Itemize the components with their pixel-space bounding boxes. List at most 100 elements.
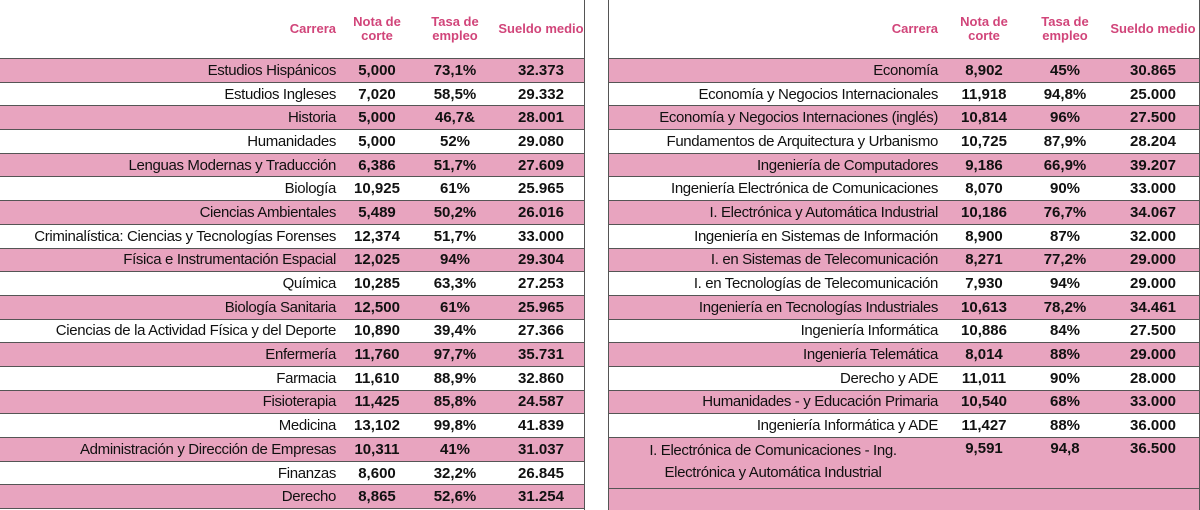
career-cell: Economía y Negocios Internaciones (inglé…: [608, 105, 944, 131]
average-salary-cell: 29.080: [498, 129, 584, 154]
average-salary-cell: 29.332: [498, 82, 584, 107]
table-row: Ciencias de la Actividad Física y del De…: [0, 319, 584, 344]
table-row: Fisioterapia 11,425 85,8% 24.587: [0, 390, 584, 415]
table-row: Biología 10,925 61% 25.965: [0, 176, 584, 202]
career-line-2: Electrónica y Automática Industrial: [664, 464, 882, 481]
cut-score-cell: 7,930: [944, 271, 1024, 296]
career-cell: Fisioterapia: [0, 390, 342, 415]
average-salary-cell: 27.253: [498, 271, 584, 296]
employment-rate-cell: 73,1%: [412, 58, 498, 83]
table-row: Economía y Negocios Internaciones (inglé…: [608, 105, 1200, 131]
employment-rate-cell: 68%: [1024, 390, 1106, 415]
employment-rate-cell: 52%: [412, 129, 498, 154]
career-cell: Ciencias de la Actividad Física y del De…: [0, 319, 342, 344]
header-employment-rate: Tasa de empleo: [1024, 0, 1106, 59]
cut-score-cell: 8,014: [944, 342, 1024, 367]
career-cell: Ingeniería Informática y ADE: [608, 413, 944, 438]
table-row: Ciencias Ambientales 5,489 50,2% 26.016: [0, 200, 584, 225]
career-cell: Ingeniería Electrónica de Comunicaciones: [608, 176, 944, 202]
career-cell: Química: [0, 271, 342, 296]
average-salary-cell: 34.067: [1106, 200, 1200, 225]
employment-rate-cell: 78,2%: [1024, 295, 1106, 320]
career-cell: Ingeniería Telemática: [608, 342, 944, 367]
table-row: Derecho y ADE 11,011 90% 28.000: [608, 366, 1200, 391]
career-cell: Economía: [608, 58, 944, 83]
cut-score-cell: 7,020: [342, 82, 412, 107]
career-cell: Criminalística: Ciencias y Tecnologías F…: [0, 224, 342, 249]
header-average-salary: Sueldo medio: [1106, 0, 1200, 59]
career-cell: Fundamentos de Arquitectura y Urbanismo: [608, 129, 944, 154]
average-salary-cell: 41.839: [498, 413, 584, 438]
header-row: Carrera Nota de corte Tasa de empleo Sue…: [608, 0, 1200, 59]
average-salary-cell: 39.207: [1106, 153, 1200, 178]
career-cell: Humanidades - y Educación Primaria: [608, 390, 944, 415]
cut-score-cell: 9,591: [944, 437, 1024, 489]
career-cell: Derecho y ADE: [608, 366, 944, 391]
career-cell: I. en Tecnologías de Telecomunicación: [608, 271, 944, 296]
employment-rate-cell: 51,7%: [412, 153, 498, 178]
table-row: I. Electrónica y Automática Industrial 10…: [608, 200, 1200, 225]
average-salary-cell: 36.000: [1106, 413, 1200, 438]
average-salary-cell: 36.500: [1106, 437, 1200, 489]
table-row: Medicina 13,102 99,8% 41.839: [0, 413, 584, 438]
table-row: I. en Tecnologías de Telecomunicación 7,9…: [608, 271, 1200, 296]
table-row: Economía y Negocios Internacionales 11,91…: [608, 82, 1200, 107]
cut-score-cell: 10,814: [944, 105, 1024, 131]
average-salary-cell: 32.373: [498, 58, 584, 83]
header-row: Carrera Nota de corte Tasa de empleo Sue…: [0, 0, 584, 59]
average-salary-cell: 32.860: [498, 366, 584, 391]
employment-rate-cell: 96%: [1024, 105, 1106, 131]
average-salary-cell: 25.000: [1106, 82, 1200, 107]
career-cell: Administración y Dirección de Empresas: [0, 437, 342, 462]
average-salary-cell: 29.000: [1106, 342, 1200, 367]
cut-score-cell: 6,386: [342, 153, 412, 178]
career-cell: Física e Instrumentación Espacial: [0, 248, 342, 273]
cut-score-cell: 11,011: [944, 366, 1024, 391]
header-career: Carrera: [0, 0, 342, 59]
employment-rate-cell: 88%: [1024, 342, 1106, 367]
table-row: Biología Sanitaria 12,500 61% 25.965: [0, 295, 584, 320]
table-row: Estudios Hispánicos 5,000 73,1% 32.373: [0, 58, 584, 83]
career-cell: Ingeniería en Tecnologías Industriales: [608, 295, 944, 320]
career-cell: Biología: [0, 176, 342, 202]
average-salary-cell: 28.001: [498, 105, 584, 131]
cut-score-cell: 10,540: [944, 390, 1024, 415]
cut-score-cell: 5,000: [342, 129, 412, 154]
average-salary-cell: 29.000: [1106, 271, 1200, 296]
career-cell: Estudios Ingleses: [0, 82, 342, 107]
employment-rate-cell: 94,8%: [1024, 82, 1106, 107]
career-cell: Humanidades: [0, 129, 342, 154]
career-cell: I. en Sistemas de Telecomunicación: [608, 248, 944, 273]
average-salary-cell: 33.000: [1106, 176, 1200, 202]
employment-rate-cell: 50,2%: [412, 200, 498, 225]
cut-score-cell: 10,613: [944, 295, 1024, 320]
table-row: Ingeniería Electrónica de Comunicaciones…: [608, 176, 1200, 202]
cut-score-cell: 11,427: [944, 413, 1024, 438]
average-salary-cell: 33.000: [1106, 390, 1200, 415]
cut-score-cell: 10,285: [342, 271, 412, 296]
employment-rate-cell: 32,2%: [412, 461, 498, 486]
cut-score-cell: 10,886: [944, 319, 1024, 344]
average-salary-cell: 27.609: [498, 153, 584, 178]
careers-left-body: Estudios Hispánicos 5,000 73,1% 32.373 Estud…: [0, 58, 584, 510]
career-cell: Biología Sanitaria: [0, 295, 342, 320]
employment-rate-cell: 58,5%: [412, 82, 498, 107]
career-cell: Farmacia: [0, 366, 342, 391]
average-salary-cell: 25.965: [498, 176, 584, 202]
header-cut-score: Nota de corte: [342, 0, 412, 59]
career-cell: Medicina: [0, 413, 342, 438]
employment-rate-cell: 51,7%: [412, 224, 498, 249]
table-row: Fundamentos de Arquitectura y Urbanismo 1…: [608, 129, 1200, 154]
cut-score-cell: 12,374: [342, 224, 412, 249]
divider-line: [608, 0, 609, 510]
average-salary-cell: 28.000: [1106, 366, 1200, 391]
cut-score-cell: 13,102: [342, 413, 412, 438]
header-career: Carrera: [608, 0, 944, 59]
average-salary-cell: 28.204: [1106, 129, 1200, 154]
cut-score-cell: 10,925: [342, 176, 412, 202]
table-row: Finanzas 8,600 32,2% 26.845: [0, 461, 584, 486]
cut-score-cell: 8,900: [944, 224, 1024, 249]
employment-rate-cell: 97,7%: [412, 342, 498, 367]
career-cell: Ingeniería Informática: [608, 319, 944, 344]
table-row: Química 10,285 63,3% 27.253: [0, 271, 584, 296]
